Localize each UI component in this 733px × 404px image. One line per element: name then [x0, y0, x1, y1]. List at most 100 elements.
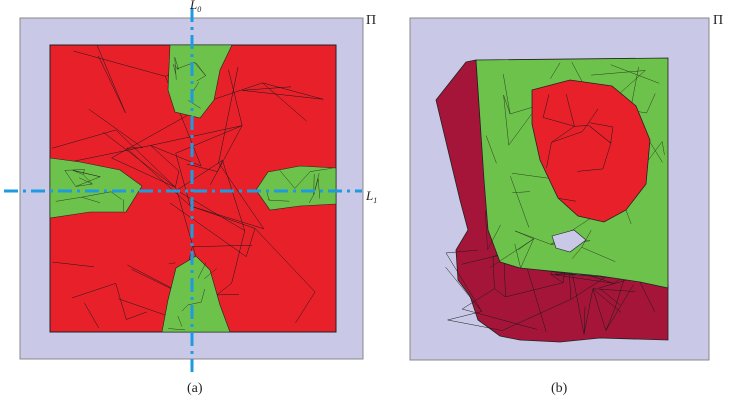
mesh-edge — [169, 202, 247, 257]
caption-b: (b) — [551, 381, 568, 396]
mesh-edge — [542, 94, 550, 118]
mesh-edge — [577, 168, 603, 172]
red-mesh-b-edges — [542, 94, 614, 202]
mesh-edge — [605, 309, 615, 331]
mesh-edge — [228, 69, 243, 126]
mesh-edge — [550, 274, 614, 284]
mesh-edge — [550, 62, 561, 79]
mesh-edge — [177, 316, 183, 327]
mesh-edge — [445, 252, 482, 312]
mesh-edge — [520, 238, 534, 269]
mesh-edge — [523, 257, 547, 332]
mesh-edge — [514, 243, 521, 269]
mesh-edge — [115, 129, 176, 188]
mesh-edge — [485, 210, 488, 250]
plane-a-label: Π — [366, 13, 376, 28]
mesh-edge — [592, 288, 635, 292]
mesh-edge — [126, 147, 191, 207]
mesh-edge — [175, 153, 191, 207]
mesh-edge — [82, 174, 93, 185]
mesh-edge — [505, 282, 564, 298]
mesh-edge — [51, 129, 116, 149]
mesh-edge — [310, 167, 333, 172]
mesh-edge — [317, 178, 321, 199]
mesh-edge — [583, 288, 594, 335]
mesh-edge — [63, 145, 151, 164]
mesh-edge — [72, 170, 101, 177]
green-region-right — [255, 165, 337, 211]
mesh-edge — [168, 262, 176, 264]
green-region-bottom — [161, 255, 231, 333]
red-hole — [531, 79, 651, 223]
mesh-edge — [583, 306, 586, 335]
mesh-edge — [447, 311, 482, 321]
mesh-edge — [175, 171, 180, 188]
mesh-edge — [462, 308, 538, 330]
panel-a: L0 L1 Π (a) — [4, 0, 377, 396]
mesh-edge — [168, 328, 186, 331]
mesh-edge — [546, 142, 552, 169]
mesh-edge — [599, 287, 621, 305]
mesh-edge — [462, 288, 495, 310]
mesh-edge — [81, 196, 101, 203]
mesh-edge — [645, 141, 663, 164]
mesh-edge — [73, 50, 166, 77]
mesh-edge — [111, 157, 176, 188]
mesh-edge — [81, 191, 112, 198]
mesh-edge — [489, 238, 534, 269]
mesh-edge — [197, 262, 207, 279]
mesh-edge — [196, 75, 206, 82]
mesh-edge — [602, 141, 612, 169]
mesh-edge — [515, 230, 551, 245]
mesh-edge — [150, 125, 243, 146]
mesh-edge — [445, 249, 478, 254]
mesh-edge — [245, 228, 256, 257]
mesh-edge — [52, 261, 94, 268]
mesh-edge — [592, 288, 607, 331]
mesh-edge — [581, 230, 592, 248]
mesh-edge — [610, 126, 614, 144]
mesh-edge — [84, 302, 99, 328]
line-l0-label: L0 — [189, 0, 201, 14]
mesh-edge — [558, 198, 576, 202]
mesh-edge — [190, 205, 264, 230]
mesh-edge — [487, 224, 501, 250]
mesh-edge — [110, 191, 122, 200]
mesh-edge — [592, 288, 622, 313]
panel-b: Π (b) — [409, 13, 723, 396]
mesh-edge — [268, 199, 290, 202]
mesh-edge — [242, 86, 292, 91]
mesh-edge — [295, 291, 316, 324]
mesh-edge — [254, 228, 316, 293]
mesh-edge — [588, 125, 611, 144]
mesh-edge — [605, 284, 634, 331]
mesh-edge — [218, 162, 264, 229]
mesh-edge — [262, 82, 307, 122]
mesh-edge — [115, 283, 127, 320]
mesh-edge — [266, 192, 270, 201]
mesh-edge — [88, 109, 143, 148]
mesh-edge — [217, 160, 223, 172]
mesh-edge — [503, 95, 509, 146]
mesh-edge — [210, 125, 243, 185]
mesh-edge — [308, 194, 314, 204]
mesh-edge — [492, 256, 495, 289]
mesh-edge — [188, 100, 201, 109]
mesh-edge — [646, 93, 656, 114]
mesh-edge — [75, 183, 93, 187]
mesh-edge — [71, 283, 116, 299]
mesh-edge — [173, 64, 177, 75]
mesh-edge — [222, 160, 245, 231]
mesh-edge — [581, 247, 616, 262]
green-region-top — [167, 44, 233, 119]
mesh-edge — [150, 145, 180, 172]
mesh-edge — [551, 126, 575, 143]
mesh-edge — [75, 176, 101, 187]
mesh-edge — [64, 169, 85, 171]
mesh-edge — [126, 147, 143, 149]
mesh-edge — [494, 288, 506, 298]
mesh-edge — [187, 301, 202, 306]
red-notch — [551, 229, 587, 253]
mesh-edge — [111, 112, 193, 159]
